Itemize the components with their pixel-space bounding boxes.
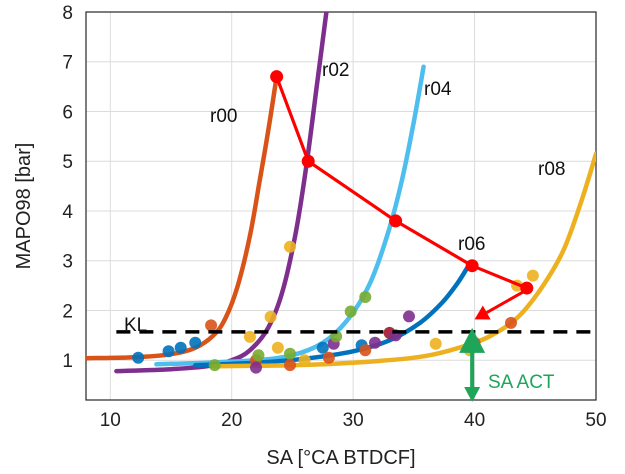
peak-connector-group [270,70,534,295]
y-tick-label: 8 [62,3,73,24]
red-arrow-head [474,305,491,320]
scatter-point [174,341,187,354]
green-arrow-head-up [459,327,486,353]
curves [86,12,596,374]
scatter-point [250,361,262,374]
peak-marker [389,214,403,228]
scatter-point [271,341,284,354]
peak-marker [270,70,284,84]
scatter-point [284,359,296,372]
curve-label-r08: r08 [538,159,565,180]
curve-r06 [193,263,471,368]
y-axis-label: MAPO98 [bar] [13,143,35,270]
scatter-point [298,354,311,367]
x-tick-label: 20 [221,410,242,431]
y-tick-label: 7 [62,53,73,74]
peak-marker [465,259,479,273]
y-tick-label: 5 [62,152,73,173]
scatter-point [189,336,202,349]
scatter-point [359,344,372,357]
scatter-point [208,359,221,372]
y-tick-label: 4 [62,202,73,223]
scatter-point [162,345,175,358]
scatter-point [526,269,539,282]
red-arrow-shaft [486,289,527,314]
curve-r08 [211,151,596,369]
scatter-point [284,240,296,253]
x-tick-label: 50 [585,410,606,431]
scatter-point [252,349,265,362]
reference-line-label: KL [124,315,147,336]
y-tick-label: 6 [62,102,73,123]
x-tick-label: 40 [464,410,485,431]
green-arrow-head-down [464,387,481,402]
scatter-point [205,319,218,332]
scatter-point [322,351,335,364]
x-tick-label: 30 [343,410,364,431]
scatter-point [132,351,145,364]
scatter-point [403,310,415,323]
x-tick-label: 10 [100,410,121,431]
curve-labels: r00 r02 r04 r06 r08 [210,60,565,255]
scatter-point [344,305,357,318]
curve-label-r00: r00 [210,106,237,127]
curve-r02 [114,12,329,374]
scatter-point [243,330,256,343]
scatter-point [369,336,381,349]
scatter-point [505,316,517,329]
curve-label-r06: r06 [458,234,485,255]
arrows [459,289,527,402]
scatter-point [359,291,372,304]
x-axis-label: SA [°CA BTDCF] [266,447,415,469]
peak-marker [301,154,315,168]
y-tick-label: 1 [62,351,73,372]
sa-act-label: SA ACT [488,372,555,393]
scatter-point [316,341,329,354]
y-tick-label: 2 [62,301,73,322]
y-tick-label: 3 [62,252,73,273]
scatter-point [429,337,442,350]
curve-r04 [154,64,426,367]
curve-label-r02: r02 [322,60,349,81]
scatter-point [264,310,277,323]
scatter-point [284,347,296,360]
plot-frame [85,11,597,401]
curve-label-r04: r04 [424,79,452,100]
curve-r00 [86,74,279,361]
tick-labels: 10 20 30 40 50 1 2 3 4 5 6 7 8 [62,3,606,431]
